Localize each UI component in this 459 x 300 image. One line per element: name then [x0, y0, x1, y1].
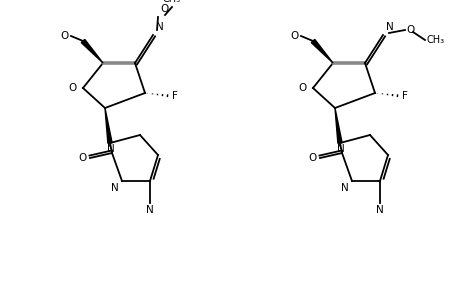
Text: N: N [341, 183, 348, 193]
Text: N: N [375, 205, 383, 215]
Text: N: N [107, 144, 115, 154]
Text: O: O [298, 83, 306, 93]
Text: F: F [401, 91, 407, 101]
Text: N: N [336, 144, 344, 154]
Polygon shape [311, 39, 332, 63]
Text: O: O [405, 25, 414, 35]
Text: F: F [172, 91, 178, 101]
Text: O: O [68, 83, 77, 93]
Text: CH₃: CH₃ [426, 35, 444, 45]
Polygon shape [334, 108, 341, 143]
Text: N: N [111, 183, 119, 193]
Text: O: O [160, 4, 168, 14]
Text: O: O [290, 31, 298, 41]
Text: N: N [156, 22, 163, 32]
Text: O: O [61, 31, 69, 41]
Polygon shape [105, 108, 112, 143]
Text: O: O [308, 153, 316, 163]
Polygon shape [81, 39, 103, 63]
Text: CH₃: CH₃ [162, 0, 181, 4]
Text: N: N [385, 22, 393, 32]
Text: O: O [78, 153, 87, 163]
Text: N: N [146, 205, 154, 215]
